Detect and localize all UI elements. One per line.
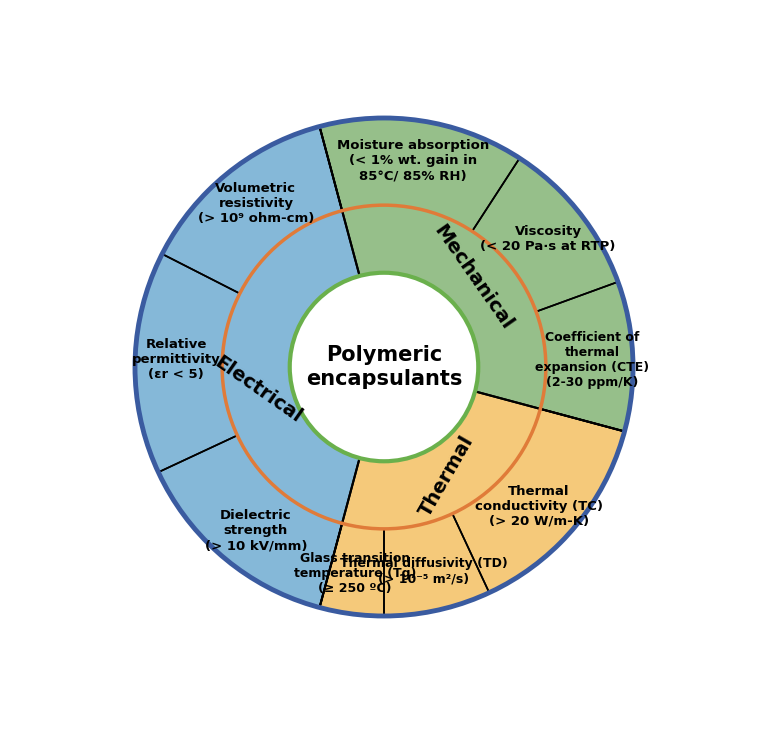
Text: Glass transition
temperature (Tg)
(≥ 250 ºC): Glass transition temperature (Tg) (≥ 250… [294, 551, 416, 595]
Text: Polymeric
encapsulants: Polymeric encapsulants [306, 346, 462, 388]
Text: Mechanical: Mechanical [430, 222, 516, 334]
Text: Volumetric
resistivity
(> 10⁹ ohm-cm): Volumetric resistivity (> 10⁹ ohm-cm) [197, 181, 314, 225]
Wedge shape [135, 126, 342, 608]
Text: Thermal: Thermal [416, 432, 478, 520]
Text: Thermal
conductivity (TC)
(> 20 W/m-K): Thermal conductivity (TC) (> 20 W/m-K) [475, 484, 603, 528]
Text: Coefficient of
thermal
expansion (CTE)
(2-30 ppm/K): Coefficient of thermal expansion (CTE) (… [535, 331, 649, 389]
Circle shape [290, 273, 478, 461]
Wedge shape [319, 118, 633, 432]
Text: Moisture absorption
(< 1% wt. gain in
85°C/ 85% RH): Moisture absorption (< 1% wt. gain in 85… [337, 139, 489, 183]
Wedge shape [222, 211, 359, 523]
Text: Viscosity
(< 20 Pa·s at RTP): Viscosity (< 20 Pa·s at RTP) [480, 225, 616, 253]
Text: Electrical: Electrical [210, 352, 305, 426]
Wedge shape [319, 409, 624, 616]
Text: Thermal diffusivity (TD)
(> 10⁻⁵ m²/s): Thermal diffusivity (TD) (> 10⁻⁵ m²/s) [339, 557, 508, 585]
Wedge shape [342, 391, 541, 529]
Text: Relative
permittivity
(εr < 5): Relative permittivity (εr < 5) [131, 338, 220, 381]
Wedge shape [342, 205, 546, 409]
Text: Dielectric
strength
(> 10 kV/mm): Dielectric strength (> 10 kV/mm) [204, 509, 307, 553]
